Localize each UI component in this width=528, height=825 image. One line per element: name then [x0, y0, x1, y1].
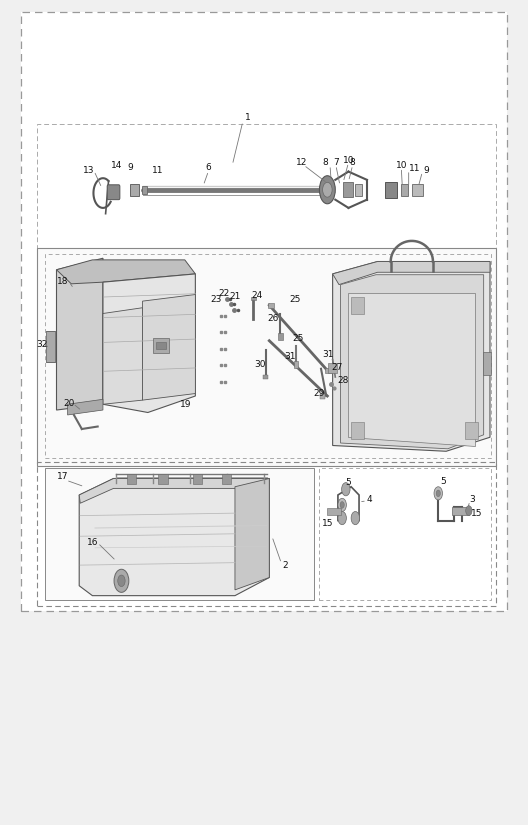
Text: 19: 19 — [180, 400, 192, 408]
Bar — [327, 508, 341, 515]
Text: 15: 15 — [322, 520, 333, 528]
Circle shape — [118, 575, 125, 587]
Text: 17: 17 — [56, 473, 68, 481]
Polygon shape — [103, 274, 195, 412]
Bar — [325, 368, 331, 373]
Bar — [483, 352, 491, 375]
Polygon shape — [21, 12, 507, 610]
Bar — [412, 184, 423, 196]
Polygon shape — [341, 275, 484, 449]
Bar — [351, 297, 364, 314]
Bar — [351, 422, 364, 439]
Polygon shape — [333, 262, 490, 451]
Text: 3: 3 — [470, 495, 475, 503]
Bar — [263, 375, 268, 380]
Ellipse shape — [319, 176, 335, 204]
Polygon shape — [333, 262, 490, 285]
Text: 10: 10 — [343, 156, 354, 164]
Text: 5: 5 — [346, 478, 351, 487]
Text: 31: 31 — [284, 352, 296, 361]
Text: 11: 11 — [152, 167, 163, 175]
Bar — [452, 507, 469, 515]
Text: 22: 22 — [219, 290, 230, 298]
Bar — [153, 338, 169, 353]
Text: 20: 20 — [63, 399, 74, 408]
Polygon shape — [79, 478, 269, 596]
Text: 21: 21 — [230, 292, 241, 300]
Text: 6: 6 — [206, 163, 211, 172]
Text: 29: 29 — [314, 389, 325, 398]
Text: 28: 28 — [337, 376, 348, 384]
Polygon shape — [143, 295, 195, 400]
Ellipse shape — [323, 182, 332, 197]
Text: 25: 25 — [292, 334, 304, 342]
Text: 2: 2 — [282, 561, 288, 569]
Polygon shape — [45, 468, 314, 600]
Circle shape — [342, 483, 350, 496]
Text: 9: 9 — [128, 163, 133, 172]
Circle shape — [436, 490, 440, 497]
Text: 4: 4 — [367, 495, 372, 503]
Bar — [320, 394, 325, 399]
Bar — [465, 422, 478, 439]
Text: 16: 16 — [87, 539, 98, 547]
Polygon shape — [68, 399, 103, 415]
Circle shape — [351, 512, 360, 525]
Text: 23: 23 — [211, 295, 222, 304]
Text: 15: 15 — [470, 509, 482, 517]
Bar — [142, 186, 147, 194]
Text: 1: 1 — [246, 113, 251, 121]
Bar — [385, 182, 397, 198]
Text: 30: 30 — [254, 361, 266, 369]
Bar — [130, 184, 139, 196]
Text: 13: 13 — [83, 167, 95, 175]
Bar — [222, 474, 231, 484]
Text: 26: 26 — [267, 314, 279, 323]
Polygon shape — [37, 248, 496, 466]
Text: 12: 12 — [296, 158, 308, 167]
Text: 9: 9 — [424, 167, 429, 175]
Bar — [401, 184, 408, 196]
Text: 18: 18 — [56, 277, 68, 285]
Bar — [268, 303, 274, 308]
Polygon shape — [56, 258, 103, 410]
Bar — [193, 474, 202, 484]
Bar — [278, 333, 283, 340]
Bar — [294, 361, 298, 368]
Circle shape — [466, 506, 472, 516]
Bar — [328, 363, 337, 373]
Text: 7: 7 — [333, 158, 338, 167]
Text: 10: 10 — [395, 161, 407, 169]
Bar — [251, 297, 256, 300]
Circle shape — [434, 487, 442, 500]
Circle shape — [340, 502, 344, 508]
Text: 32: 32 — [36, 341, 48, 349]
Bar — [156, 342, 166, 349]
Bar — [355, 184, 362, 196]
Polygon shape — [235, 478, 269, 590]
Polygon shape — [56, 260, 195, 284]
Bar — [158, 474, 168, 484]
Text: 24: 24 — [251, 291, 263, 299]
Text: 31: 31 — [323, 351, 334, 359]
Bar — [46, 331, 55, 362]
FancyBboxPatch shape — [107, 185, 120, 200]
Circle shape — [114, 569, 129, 592]
Text: 8: 8 — [350, 158, 355, 167]
Circle shape — [338, 498, 346, 512]
Circle shape — [338, 512, 346, 525]
Polygon shape — [79, 478, 269, 503]
Bar — [127, 474, 136, 484]
Text: 14: 14 — [110, 161, 122, 169]
Bar — [343, 182, 353, 197]
Polygon shape — [348, 293, 475, 446]
Text: 5: 5 — [441, 478, 446, 486]
Text: 25: 25 — [289, 295, 300, 304]
Text: 8: 8 — [323, 158, 328, 167]
Polygon shape — [103, 308, 143, 404]
Text: 27: 27 — [331, 364, 343, 372]
Text: 11: 11 — [409, 164, 421, 172]
